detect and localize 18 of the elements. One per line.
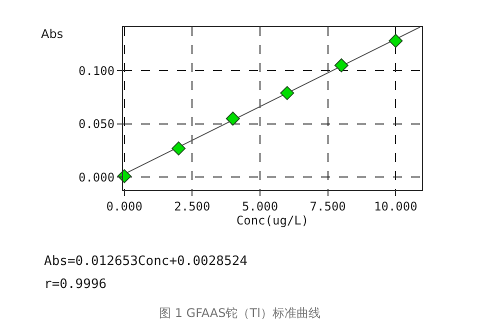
caption: 图 1 GFAAS铊（Tl）标准曲线 — [159, 306, 320, 320]
text: r=0.9996 — [44, 277, 107, 292]
x-tick-label: 0.000 — [106, 199, 142, 214]
y-tick-label: 0.000 — [78, 170, 115, 184]
point — [334, 58, 348, 72]
y-axis-title: Abs — [41, 27, 64, 41]
point — [280, 86, 294, 100]
x-tick-label: 10.000 — [374, 199, 418, 214]
x-tick-label: 2.500 — [174, 199, 210, 214]
point — [226, 112, 240, 126]
point — [388, 34, 403, 48]
point — [172, 141, 186, 156]
x-axis-title: Conc(ug/L) — [236, 213, 309, 228]
y-tick-label: 0.050 — [78, 117, 115, 132]
text: Abs=0.012653Conc+0.0028524 — [44, 254, 248, 269]
x-tick-label: 7.500 — [310, 199, 346, 214]
x-tick-label: 5.000 — [242, 199, 278, 214]
y-tick-label: 0.100 — [78, 64, 115, 78]
